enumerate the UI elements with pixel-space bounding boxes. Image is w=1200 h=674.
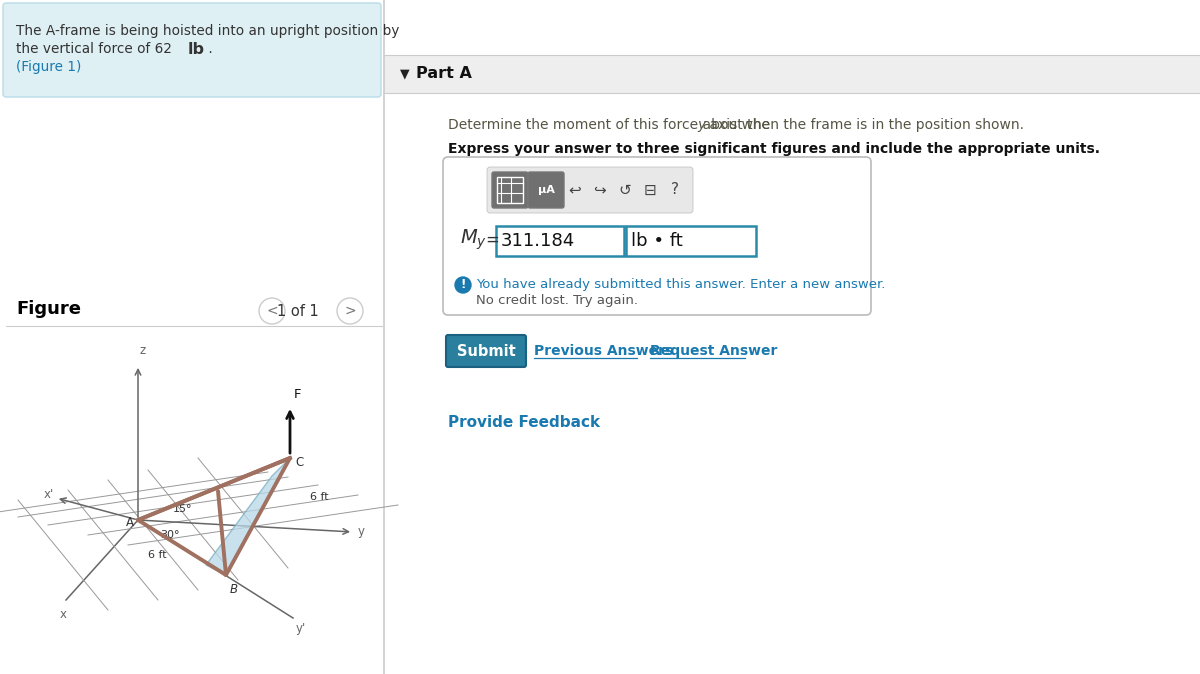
Text: ↩: ↩ — [569, 183, 581, 197]
FancyBboxPatch shape — [528, 172, 564, 208]
Circle shape — [259, 298, 286, 324]
Text: ↪: ↪ — [594, 183, 606, 197]
Text: !: ! — [461, 278, 466, 291]
Text: z: z — [140, 344, 146, 357]
Text: You have already submitted this answer. Enter a new answer.: You have already submitted this answer. … — [476, 278, 886, 291]
Text: Request Answer: Request Answer — [650, 344, 778, 358]
Text: Previous Answers: Previous Answers — [534, 344, 673, 358]
Text: x': x' — [44, 487, 54, 501]
Text: ?: ? — [671, 183, 679, 197]
Text: Submit: Submit — [457, 344, 515, 359]
Text: $B$: $B$ — [229, 583, 239, 596]
Circle shape — [455, 277, 470, 293]
FancyBboxPatch shape — [384, 55, 1200, 93]
Text: $M_y$: $M_y$ — [460, 228, 487, 252]
Text: 1 of 1: 1 of 1 — [277, 303, 319, 319]
Text: μA: μA — [538, 185, 554, 195]
Text: Part A: Part A — [416, 67, 472, 82]
Text: <: < — [266, 304, 278, 318]
Text: 30°: 30° — [160, 530, 180, 540]
Text: 15°: 15° — [173, 504, 192, 514]
Text: 6 ft: 6 ft — [148, 550, 167, 560]
FancyBboxPatch shape — [492, 172, 528, 208]
FancyBboxPatch shape — [626, 226, 756, 256]
Text: Figure: Figure — [16, 300, 82, 318]
Text: ↺: ↺ — [619, 183, 631, 197]
FancyBboxPatch shape — [443, 157, 871, 315]
Text: 6 ft: 6 ft — [310, 492, 329, 502]
Text: axis when the frame is in the position shown.: axis when the frame is in the position s… — [704, 118, 1024, 132]
FancyBboxPatch shape — [496, 226, 624, 256]
Text: ▼: ▼ — [400, 67, 409, 80]
Text: >: > — [344, 304, 356, 318]
Text: y': y' — [296, 622, 306, 635]
Text: y: y — [358, 526, 365, 539]
Text: Express your answer to three significant figures and include the appropriate uni: Express your answer to three significant… — [448, 142, 1100, 156]
FancyBboxPatch shape — [446, 335, 526, 367]
Text: A: A — [126, 516, 134, 528]
Text: (Figure 1): (Figure 1) — [16, 60, 82, 74]
Text: 311.184: 311.184 — [502, 232, 575, 250]
Text: lb • ft: lb • ft — [631, 232, 683, 250]
Text: Provide Feedback: Provide Feedback — [448, 415, 600, 430]
Circle shape — [337, 298, 364, 324]
Text: F: F — [294, 388, 301, 401]
Text: x: x — [60, 608, 67, 621]
Text: =: = — [485, 231, 499, 249]
Text: ⊟: ⊟ — [643, 183, 656, 197]
Text: the vertical force of 62: the vertical force of 62 — [16, 42, 176, 56]
Text: lb: lb — [188, 42, 205, 57]
Text: C: C — [295, 456, 304, 469]
FancyBboxPatch shape — [2, 3, 382, 97]
Text: No credit lost. Try again.: No credit lost. Try again. — [476, 294, 638, 307]
Text: The A-frame is being hoisted into an upright position by: The A-frame is being hoisted into an upr… — [16, 24, 400, 38]
FancyBboxPatch shape — [487, 167, 694, 213]
Text: .: . — [204, 42, 212, 56]
Polygon shape — [206, 458, 290, 575]
Text: y: y — [697, 118, 706, 132]
Text: Determine the moment of this force about the: Determine the moment of this force about… — [448, 118, 774, 132]
